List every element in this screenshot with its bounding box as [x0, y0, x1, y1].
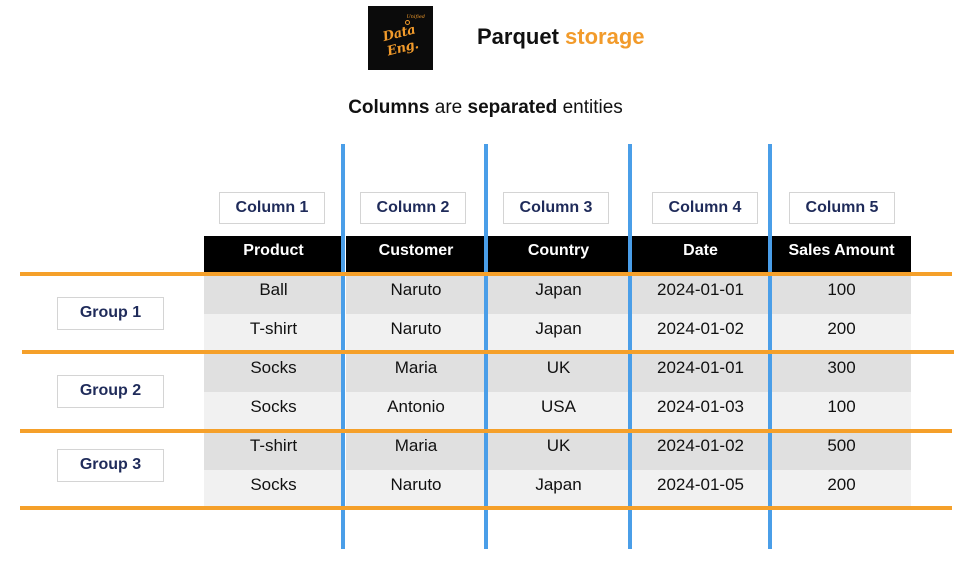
table-cell: 2024-01-05 — [631, 470, 770, 509]
group-label-3: Group 3 — [57, 449, 164, 482]
table-cell: Naruto — [346, 314, 486, 353]
table-header-customer: Customer — [346, 236, 486, 273]
table-cell: 2024-01-03 — [631, 392, 770, 431]
table-cell: 200 — [772, 314, 911, 353]
title-part1: Parquet — [477, 24, 559, 49]
group-label-1: Group 1 — [57, 297, 164, 330]
table-cell: Maria — [346, 353, 486, 392]
table-cell: 2024-01-01 — [631, 275, 770, 314]
table-cell: Japan — [488, 275, 629, 314]
subtitle-bold-2: separated — [467, 97, 558, 118]
table-cell: Naruto — [346, 275, 486, 314]
logo: Unified Data Eng. — [368, 6, 433, 70]
table-cell: Naruto — [346, 470, 486, 509]
column-label-2: Column 2 — [360, 192, 466, 224]
table-cell: 100 — [772, 275, 911, 314]
logo-dot-icon — [405, 20, 410, 25]
table-cell: 2024-01-02 — [631, 431, 770, 470]
subtitle-bold-1: Columns — [348, 97, 430, 118]
table-cell: 2024-01-01 — [631, 353, 770, 392]
title-part2: storage — [565, 24, 645, 49]
table-cell: T-shirt — [204, 314, 343, 353]
logo-text: Data Eng. — [381, 22, 421, 60]
table-cell: Socks — [204, 470, 343, 509]
subtitle-text-2: entities — [557, 97, 623, 118]
table-cell: T-shirt — [204, 431, 343, 470]
group-divider — [20, 429, 952, 433]
table-header-product: Product — [204, 236, 343, 273]
column-divider — [341, 144, 345, 549]
group-divider — [20, 506, 952, 510]
table-header-date: Date — [631, 236, 770, 273]
subtitle-text-1: are — [429, 97, 468, 118]
subtitle: Columns are separated entities — [0, 97, 973, 119]
group-divider — [22, 350, 954, 354]
column-label-3: Column 3 — [503, 192, 609, 224]
page-title: Parquet storage — [477, 24, 645, 50]
table-cell: Maria — [346, 431, 486, 470]
table-cell: 2024-01-02 — [631, 314, 770, 353]
table-cell: Japan — [488, 470, 629, 509]
table-cell: 300 — [772, 353, 911, 392]
logo-sub-text: Unified — [406, 14, 425, 20]
table-cell: UK — [488, 353, 629, 392]
column-divider — [768, 144, 772, 549]
column-label-5: Column 5 — [789, 192, 895, 224]
column-label-4: Column 4 — [652, 192, 758, 224]
group-divider — [20, 272, 952, 276]
table-cell: Socks — [204, 392, 343, 431]
table-cell: 200 — [772, 470, 911, 509]
table-header-country: Country — [488, 236, 629, 273]
column-divider — [628, 144, 632, 549]
table-cell: Japan — [488, 314, 629, 353]
table-cell: Antonio — [346, 392, 486, 431]
column-label-1: Column 1 — [219, 192, 325, 224]
table-cell: Ball — [204, 275, 343, 314]
table-cell: USA — [488, 392, 629, 431]
column-divider — [484, 144, 488, 549]
table-cell: Socks — [204, 353, 343, 392]
table-cell: 100 — [772, 392, 911, 431]
table-cell: UK — [488, 431, 629, 470]
table-header-sales-amount: Sales Amount — [772, 236, 911, 273]
table-cell: 500 — [772, 431, 911, 470]
group-label-2: Group 2 — [57, 375, 164, 408]
